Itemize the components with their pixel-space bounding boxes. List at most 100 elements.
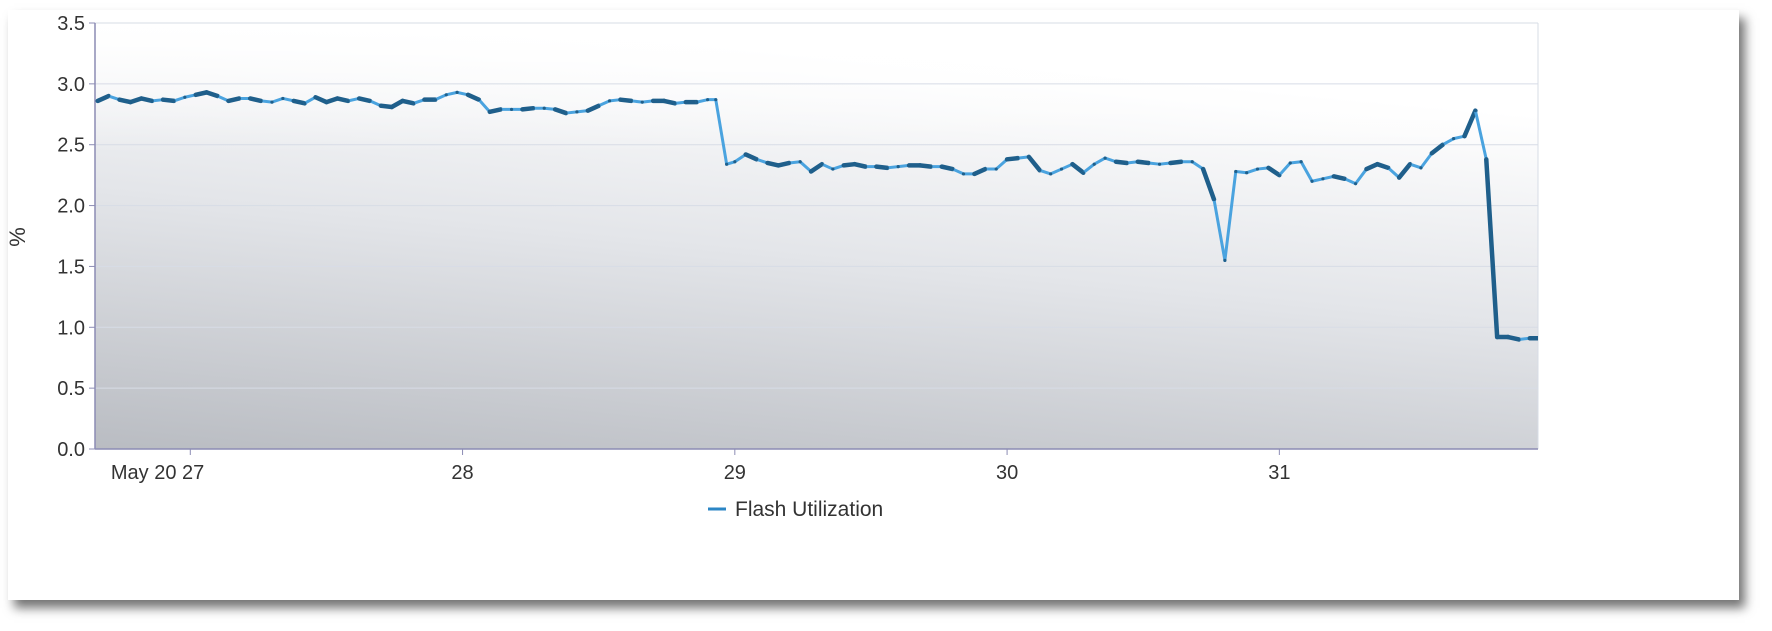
data-point[interactable] bbox=[520, 107, 525, 112]
data-point[interactable] bbox=[1223, 258, 1227, 262]
data-point[interactable] bbox=[455, 90, 459, 94]
data-point[interactable] bbox=[983, 167, 987, 171]
data-point[interactable] bbox=[575, 110, 579, 114]
data-point[interactable] bbox=[313, 95, 318, 99]
data-point[interactable] bbox=[1430, 151, 1434, 155]
data-point[interactable] bbox=[1353, 182, 1358, 186]
data-point[interactable] bbox=[1375, 162, 1379, 166]
data-point[interactable] bbox=[640, 100, 644, 104]
data-point[interactable] bbox=[586, 109, 590, 113]
data-point[interactable] bbox=[1539, 337, 1542, 340]
data-point[interactable] bbox=[705, 98, 710, 102]
data-point[interactable] bbox=[1583, 354, 1586, 357]
data-point[interactable] bbox=[1059, 167, 1064, 171]
data-point[interactable] bbox=[499, 107, 503, 112]
data-point[interactable] bbox=[1038, 168, 1042, 172]
data-point[interactable] bbox=[1441, 143, 1445, 147]
data-point[interactable] bbox=[1070, 162, 1075, 166]
data-point[interactable] bbox=[629, 99, 633, 103]
data-point[interactable] bbox=[1136, 160, 1140, 164]
data-point[interactable] bbox=[1572, 337, 1575, 340]
data-point[interactable] bbox=[215, 94, 220, 98]
data-point[interactable] bbox=[776, 163, 780, 168]
data-point[interactable] bbox=[940, 165, 944, 169]
data-point[interactable] bbox=[1321, 177, 1325, 181]
data-point[interactable] bbox=[951, 167, 955, 171]
data-point[interactable] bbox=[1190, 160, 1194, 164]
data-point[interactable] bbox=[150, 99, 154, 103]
data-point[interactable] bbox=[346, 99, 350, 103]
data-point[interactable] bbox=[651, 99, 655, 103]
data-point[interactable] bbox=[1049, 172, 1053, 176]
data-point[interactable] bbox=[161, 98, 165, 102]
data-point[interactable] bbox=[1604, 355, 1607, 358]
data-point[interactable] bbox=[128, 100, 132, 104]
data-point[interactable] bbox=[1506, 335, 1510, 339]
data-point[interactable] bbox=[172, 99, 176, 103]
data-point[interactable] bbox=[1332, 174, 1336, 178]
data-point[interactable] bbox=[820, 162, 824, 166]
data-point[interactable] bbox=[1103, 156, 1107, 160]
data-point[interactable] bbox=[733, 160, 737, 164]
data-point[interactable] bbox=[281, 96, 285, 101]
data-point[interactable] bbox=[1168, 161, 1173, 165]
data-point[interactable] bbox=[1310, 179, 1314, 183]
data-point[interactable] bbox=[1386, 166, 1390, 170]
data-point[interactable] bbox=[907, 163, 911, 168]
data-point[interactable] bbox=[1473, 109, 1477, 113]
data-point[interactable] bbox=[1114, 160, 1118, 164]
data-point[interactable] bbox=[1027, 155, 1031, 159]
data-point[interactable] bbox=[972, 172, 977, 176]
data-point[interactable] bbox=[259, 99, 263, 103]
data-point[interactable] bbox=[433, 98, 437, 102]
data-point[interactable] bbox=[896, 165, 900, 169]
data-point[interactable] bbox=[1157, 162, 1162, 166]
data-point[interactable] bbox=[466, 93, 470, 97]
data-point[interactable] bbox=[270, 100, 274, 104]
data-point[interactable] bbox=[607, 99, 612, 103]
data-point[interactable] bbox=[1528, 336, 1532, 340]
data-point[interactable] bbox=[1561, 337, 1564, 340]
data-point[interactable] bbox=[1245, 171, 1249, 175]
data-point[interactable] bbox=[1626, 351, 1629, 354]
data-point[interactable] bbox=[798, 160, 802, 164]
data-point[interactable] bbox=[509, 107, 514, 112]
data-point[interactable] bbox=[1234, 169, 1238, 174]
data-point[interactable] bbox=[842, 163, 846, 168]
data-point[interactable] bbox=[1081, 171, 1085, 175]
legend[interactable]: Flash Utilization bbox=[708, 498, 883, 521]
data-point[interactable] bbox=[831, 167, 835, 171]
data-point[interactable] bbox=[390, 105, 394, 109]
data-point[interactable] bbox=[422, 98, 427, 102]
data-point[interactable] bbox=[1201, 167, 1205, 171]
data-point[interactable] bbox=[205, 90, 209, 94]
data-point[interactable] bbox=[1343, 177, 1347, 181]
data-point[interactable] bbox=[542, 106, 546, 110]
data-point[interactable] bbox=[618, 98, 623, 102]
data-point[interactable] bbox=[994, 167, 998, 171]
data-point[interactable] bbox=[1212, 197, 1216, 202]
data-point[interactable] bbox=[96, 99, 100, 103]
data-point[interactable] bbox=[303, 101, 307, 105]
data-point[interactable] bbox=[695, 100, 699, 104]
data-point[interactable] bbox=[1408, 162, 1412, 166]
data-point[interactable] bbox=[183, 95, 187, 99]
data-point[interactable] bbox=[1005, 157, 1009, 161]
data-point[interactable] bbox=[1277, 173, 1281, 177]
data-point[interactable] bbox=[1397, 175, 1401, 180]
data-point[interactable] bbox=[918, 163, 922, 168]
data-point[interactable] bbox=[929, 165, 933, 169]
data-point[interactable] bbox=[1550, 339, 1553, 342]
data-point[interactable] bbox=[714, 98, 718, 102]
data-point[interactable] bbox=[1495, 335, 1499, 339]
data-point[interactable] bbox=[1092, 162, 1096, 166]
data-point[interactable] bbox=[477, 98, 481, 102]
data-point[interactable] bbox=[401, 99, 405, 103]
data-point[interactable] bbox=[853, 162, 857, 166]
data-point[interactable] bbox=[107, 94, 111, 98]
data-point[interactable] bbox=[292, 99, 296, 103]
data-point[interactable] bbox=[863, 165, 868, 169]
data-point[interactable] bbox=[1451, 137, 1456, 141]
legend-label-flash-utilization[interactable]: Flash Utilization bbox=[735, 498, 883, 521]
data-point[interactable] bbox=[1016, 156, 1020, 160]
